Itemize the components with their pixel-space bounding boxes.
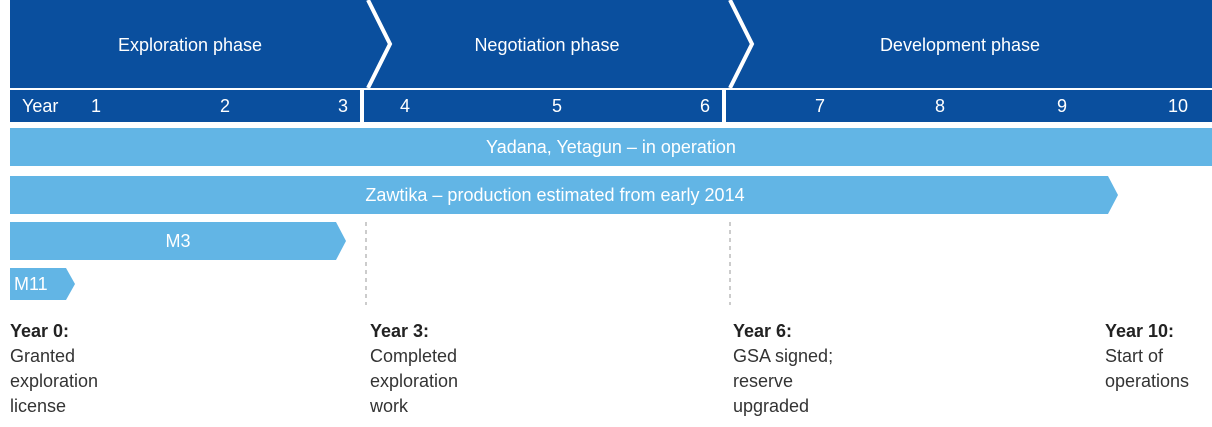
- bar: [10, 268, 75, 300]
- bar: [10, 176, 1118, 214]
- phase-divider: [728, 0, 755, 89]
- year-number: 8: [935, 96, 945, 116]
- year-number: 10: [1168, 96, 1188, 116]
- year-number: 9: [1057, 96, 1067, 116]
- milestone-text: exploration: [370, 371, 458, 391]
- milestone-title: Year 3:: [370, 321, 429, 341]
- bar: [10, 128, 1212, 166]
- phase-label: Negotiation phase: [474, 35, 619, 55]
- milestone-text: Granted: [10, 346, 75, 366]
- bar-label: Yadana, Yetagun – in operation: [486, 137, 736, 157]
- milestone-title: Year 10:: [1105, 321, 1174, 341]
- year-divider: [722, 90, 726, 122]
- milestone-title: Year 0:: [10, 321, 69, 341]
- milestone-text: license: [10, 396, 66, 416]
- phase-divider: [366, 0, 393, 89]
- bar-label: Zawtika – production estimated from earl…: [365, 185, 744, 205]
- phase-band: [10, 0, 1212, 88]
- year-number: 2: [220, 96, 230, 116]
- bar: [10, 222, 346, 260]
- phase-label: Exploration phase: [118, 35, 262, 55]
- year-divider: [360, 90, 364, 122]
- year-number: 6: [700, 96, 710, 116]
- bar-label: M3: [165, 231, 190, 251]
- milestone-text: Completed: [370, 346, 457, 366]
- year-number: 7: [815, 96, 825, 116]
- milestone-title: Year 6:: [733, 321, 792, 341]
- year-number: 4: [400, 96, 410, 116]
- year-band: [10, 90, 1212, 122]
- milestone-text: GSA signed;: [733, 346, 833, 366]
- milestone-text: reserve: [733, 371, 793, 391]
- year-number: 1: [91, 96, 101, 116]
- year-number: 5: [552, 96, 562, 116]
- bar-label: M11: [14, 274, 48, 294]
- milestone-text: Start of: [1105, 346, 1164, 366]
- milestone-text: exploration: [10, 371, 98, 391]
- milestone-text: operations: [1105, 371, 1189, 391]
- year-number: 3: [338, 96, 348, 116]
- phase-label: Development phase: [880, 35, 1040, 55]
- milestone-text: work: [369, 396, 409, 416]
- milestone-text: upgraded: [733, 396, 809, 416]
- year-label: Year: [22, 96, 58, 116]
